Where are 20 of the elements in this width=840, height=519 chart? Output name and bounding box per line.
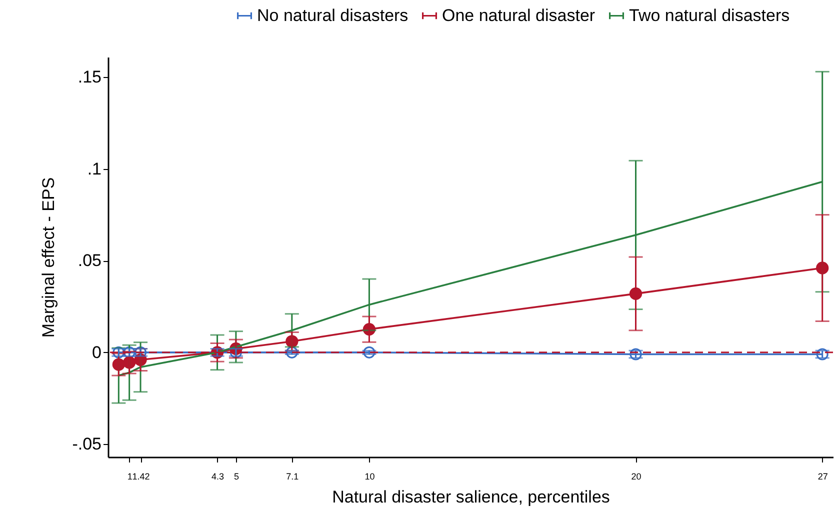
x-tick-label: 10 <box>364 472 375 482</box>
x-tick-label: 1 <box>127 472 132 482</box>
x-tick-label: 7.1 <box>286 472 299 482</box>
legend-label: One natural disaster <box>442 6 596 25</box>
legend-label: Two natural disasters <box>629 6 790 25</box>
y-tick-label: -.05 <box>72 434 102 454</box>
y-tick-label: .1 <box>87 159 102 178</box>
x-tick-label: 1.42 <box>132 472 150 482</box>
point <box>286 346 298 358</box>
x-axis-title: Natural disaster salience, percentiles <box>332 488 610 506</box>
y-tick-label: .15 <box>78 68 102 87</box>
x-tick-label: 20 <box>631 472 642 482</box>
x-tick-label: 27 <box>818 472 828 482</box>
point <box>363 346 376 358</box>
y-tick-label: 0 <box>92 342 102 362</box>
legend-label: No natural disasters <box>257 6 408 25</box>
y-axis-title: Marginal effect - EPS <box>39 177 58 338</box>
x-tick-label: 4.3 <box>212 472 224 482</box>
y-tick-label: .05 <box>78 251 102 270</box>
x-tick-label: 5 <box>234 472 239 482</box>
